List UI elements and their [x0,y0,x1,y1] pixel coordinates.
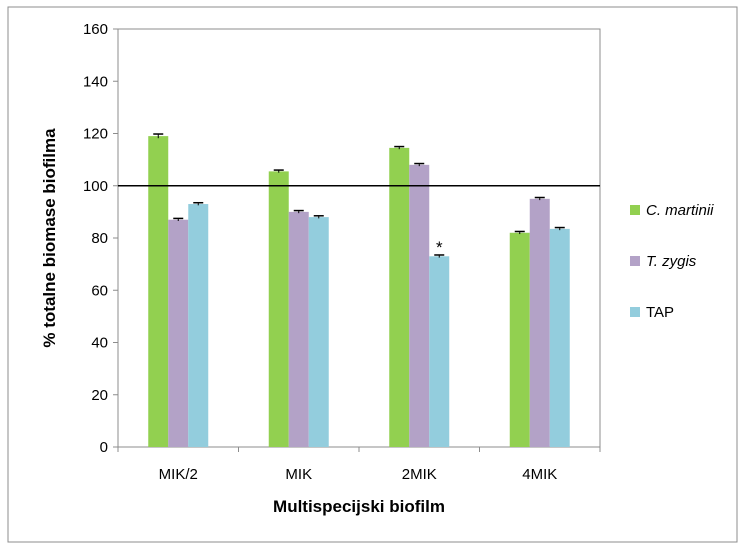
legend-label: C. martinii [646,202,714,219]
y-tick-label: 20 [91,387,108,404]
y-tick-label: 60 [91,282,108,299]
x-tick-label: 2MIK [402,466,437,483]
bar [509,232,530,447]
x-tick-label: 4MIK [522,466,557,483]
legend: C. martinii T. zygis TAP [630,202,714,321]
y-tick-label: 100 [83,178,108,195]
y-tick-label: 120 [83,126,108,143]
error-bars [153,133,565,258]
x-axis: MIK/2 MIK 2MIK 4MIK [117,447,601,483]
x-tick-label: MIK [285,466,312,483]
x-axis-title: Multispecijski biofilm [273,497,445,516]
y-axis-title: % totalne biomase biofilma [40,128,59,348]
legend-label: T. zygis [646,253,697,270]
y-tick-label: 80 [91,230,108,247]
bar [188,204,209,447]
y-tick-label: 160 [83,21,108,38]
bar [429,256,450,447]
x-tick-label: MIK/2 [159,466,198,483]
bar [409,164,430,447]
bar [268,171,289,447]
annotations: * [436,238,443,257]
bars [148,136,570,448]
legend-swatch [630,205,640,215]
bar [549,228,570,447]
bar [148,136,169,448]
significance-marker: * [436,238,443,257]
legend-label: TAP [646,304,674,321]
y-axis: 0 20 40 60 80 100 120 140 160 [83,21,118,456]
legend-swatch [630,256,640,266]
y-tick-label: 40 [91,335,108,352]
y-tick-label: 140 [83,73,108,90]
chart-frame [7,6,738,543]
bar [308,217,329,447]
bar [529,198,550,447]
y-tick-label: 0 [100,439,108,456]
bar [168,219,189,447]
bar [288,211,309,447]
bar [389,147,410,447]
legend-swatch [630,307,640,317]
